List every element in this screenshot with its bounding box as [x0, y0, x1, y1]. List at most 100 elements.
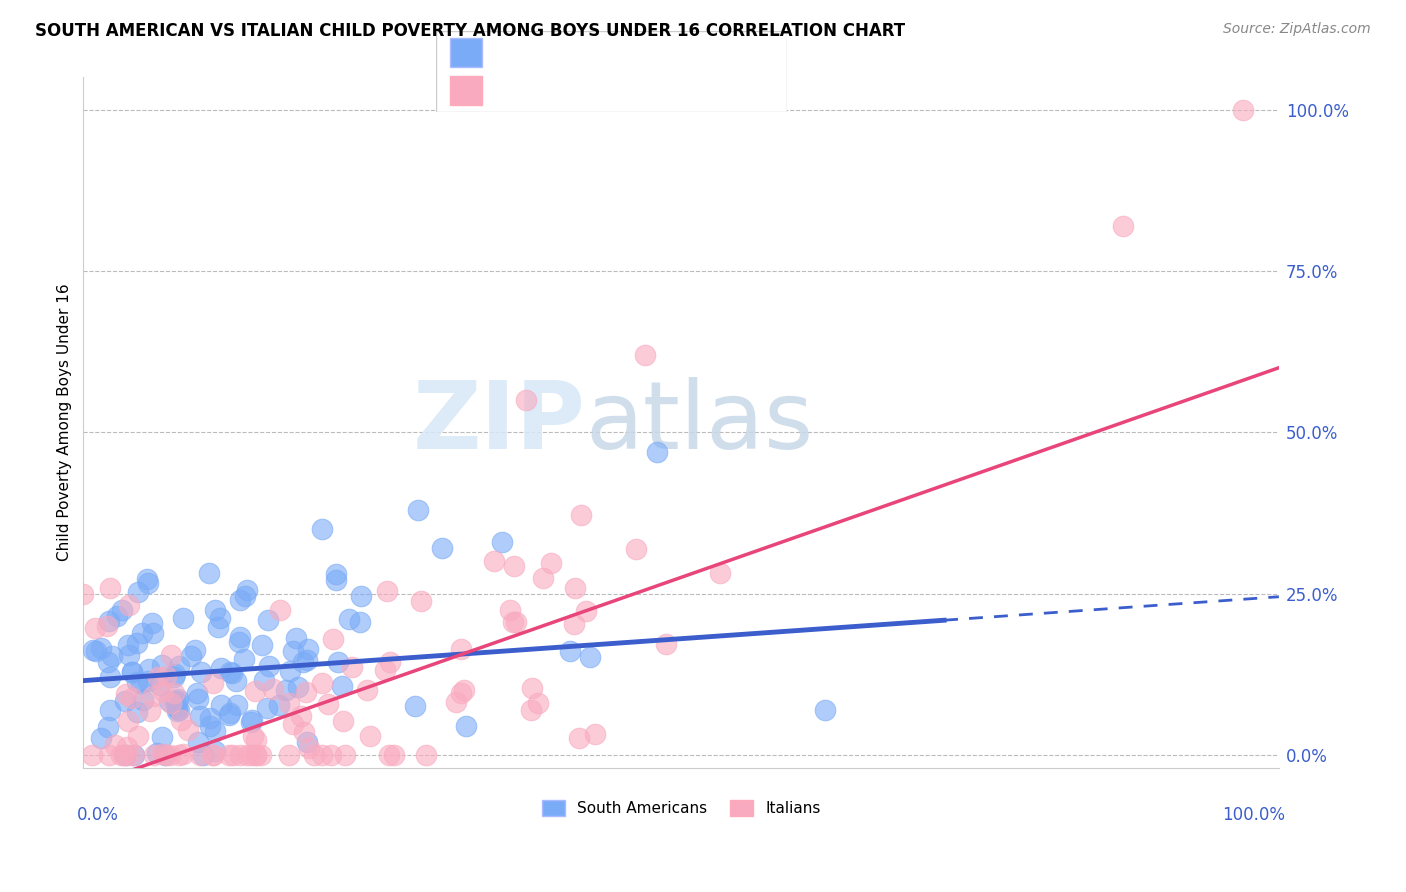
- Point: [167, 703, 190, 717]
- Point: [98, 703, 121, 717]
- Point: [491, 535, 513, 549]
- Point: [100, 581, 122, 595]
- Text: 0.116: 0.116: [541, 44, 593, 62]
- Text: 0.0%: 0.0%: [77, 805, 120, 823]
- Point: [242, 729, 264, 743]
- Point: [502, 558, 524, 573]
- Point: [256, 613, 278, 627]
- Point: [122, 747, 145, 762]
- Point: [813, 703, 835, 717]
- Point: [188, 747, 211, 762]
- Point: [499, 603, 522, 617]
- Point: [136, 572, 159, 586]
- Point: [297, 735, 319, 749]
- Text: N =: N =: [630, 82, 666, 100]
- Point: [356, 682, 378, 697]
- Text: N =: N =: [630, 44, 666, 62]
- Point: [167, 692, 190, 706]
- Text: R =: R =: [492, 82, 529, 100]
- Point: [325, 567, 347, 582]
- Point: [101, 649, 124, 664]
- Point: [121, 665, 143, 679]
- Point: [155, 668, 177, 682]
- Point: [141, 615, 163, 630]
- Point: [202, 747, 225, 762]
- Point: [118, 599, 141, 613]
- Point: [202, 747, 225, 762]
- Point: [298, 741, 321, 756]
- Point: [166, 701, 188, 715]
- Point: [129, 676, 152, 690]
- Point: [505, 615, 527, 629]
- Point: [187, 735, 209, 749]
- Point: [240, 713, 263, 727]
- Point: [278, 697, 301, 711]
- Point: [406, 502, 429, 516]
- Point: [311, 675, 333, 690]
- Point: [172, 747, 194, 761]
- Point: [104, 739, 127, 753]
- Point: [105, 609, 128, 624]
- Point: [339, 612, 361, 626]
- Point: [207, 620, 229, 634]
- Point: [333, 747, 356, 762]
- Point: [302, 747, 325, 762]
- Point: [267, 698, 290, 712]
- Point: [709, 566, 731, 580]
- Point: [186, 686, 208, 700]
- Point: [228, 634, 250, 648]
- Point: [97, 656, 120, 670]
- Point: [209, 660, 232, 674]
- Point: [325, 573, 347, 587]
- Point: [232, 652, 254, 666]
- Point: [98, 747, 121, 762]
- Point: [253, 673, 276, 688]
- Point: [72, 586, 94, 600]
- Point: [634, 348, 657, 362]
- Point: [239, 715, 262, 730]
- Point: [132, 693, 155, 707]
- Point: [295, 684, 318, 698]
- Point: [150, 731, 173, 745]
- Point: [166, 704, 188, 718]
- Point: [165, 666, 187, 681]
- Point: [374, 663, 396, 677]
- Point: [219, 665, 242, 679]
- Point: [115, 740, 138, 755]
- Point: [142, 747, 165, 762]
- Point: [1112, 219, 1135, 233]
- Point: [225, 698, 247, 712]
- Point: [84, 621, 107, 635]
- Point: [645, 444, 668, 458]
- Point: [575, 604, 598, 618]
- Point: [332, 714, 354, 728]
- Point: [285, 631, 308, 645]
- Point: [136, 673, 159, 688]
- Point: [180, 648, 202, 663]
- Point: [166, 694, 188, 708]
- Point: [136, 576, 159, 591]
- Point: [218, 707, 240, 722]
- Point: [531, 571, 554, 585]
- Point: [188, 709, 211, 723]
- Point: [515, 392, 537, 407]
- Point: [225, 674, 247, 689]
- Point: [377, 584, 399, 599]
- Point: [404, 698, 426, 713]
- Point: [150, 747, 173, 761]
- Point: [245, 732, 267, 747]
- Point: [125, 635, 148, 649]
- Point: [82, 642, 104, 657]
- Point: [316, 697, 339, 711]
- Point: [111, 603, 134, 617]
- Point: [384, 747, 406, 762]
- Point: [655, 637, 678, 651]
- Point: [138, 662, 160, 676]
- Point: [326, 655, 349, 669]
- Point: [114, 747, 136, 762]
- Point: [218, 706, 240, 720]
- Point: [204, 744, 226, 758]
- Point: [1232, 103, 1254, 117]
- Point: [127, 674, 149, 689]
- Point: [322, 632, 344, 646]
